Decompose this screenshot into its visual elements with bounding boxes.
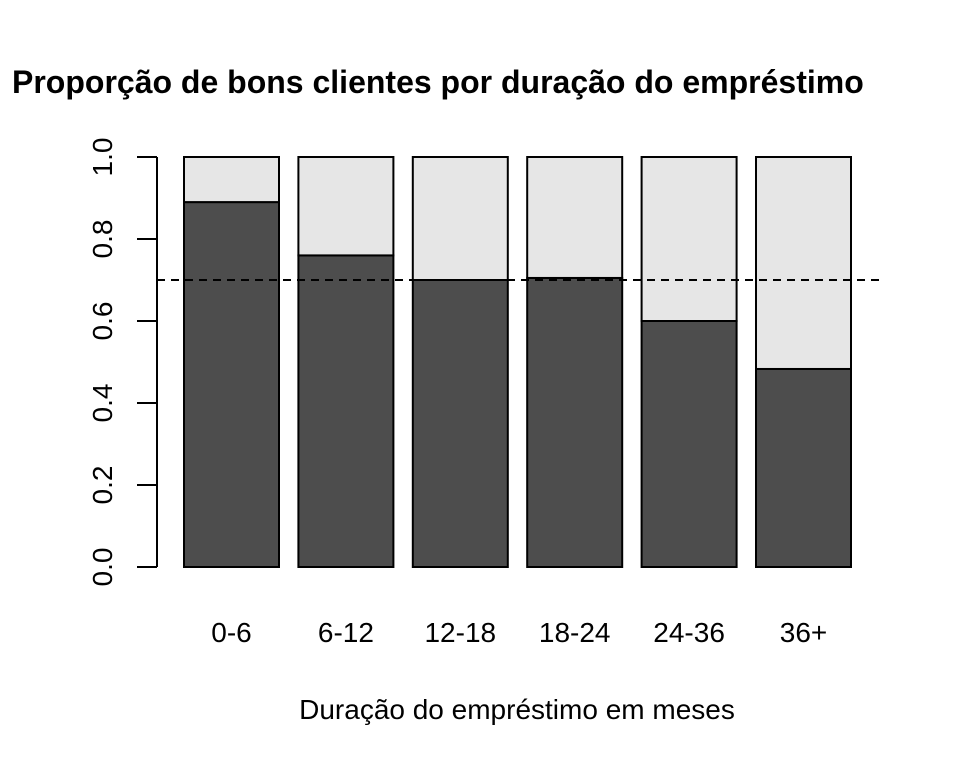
y-axis: 0.0 0.2 0.4 0.6 0.8 1.0 xyxy=(87,138,158,587)
y-tick-label: 1.0 xyxy=(87,138,118,177)
x-tick-label: 24-36 xyxy=(653,617,725,648)
y-tick-label: 0.6 xyxy=(87,302,118,341)
bar-segment-good-18-24 xyxy=(526,276,624,568)
bars xyxy=(183,156,852,568)
bar-segment-good-36+ xyxy=(755,367,852,568)
bar-segment-good-6-12 xyxy=(297,254,395,568)
bar-segment-good-24-36 xyxy=(640,320,738,568)
chart-title: Proporção de bons clientes por duração d… xyxy=(12,64,864,100)
y-tick-label: 0.2 xyxy=(87,466,118,505)
x-tick-labels: 0-6 6-12 12-18 18-24 24-36 36+ xyxy=(211,617,827,648)
x-tick-label: 18-24 xyxy=(539,617,611,648)
x-tick-label: 36+ xyxy=(780,617,828,648)
bar-segment-rest-6-12 xyxy=(297,156,395,257)
y-tick-label: 0.8 xyxy=(87,220,118,259)
bar-segment-good-12-18 xyxy=(411,279,509,568)
bar-segment-rest-24-36 xyxy=(640,156,738,322)
y-tick-label: 0.0 xyxy=(87,548,118,587)
bar-segment-rest-12-18 xyxy=(411,156,509,281)
bar-segment-rest-18-24 xyxy=(526,156,624,279)
y-tick-label: 0.4 xyxy=(87,384,118,423)
bar-segment-rest-0-6 xyxy=(183,156,280,204)
x-tick-label: 0-6 xyxy=(211,617,251,648)
x-tick-label: 6-12 xyxy=(318,617,374,648)
bar-segment-rest-36+ xyxy=(755,156,852,370)
bar-segment-good-0-6 xyxy=(183,201,280,568)
x-axis-label: Duração do empréstimo em meses xyxy=(299,694,735,725)
x-tick-label: 12-18 xyxy=(424,617,496,648)
